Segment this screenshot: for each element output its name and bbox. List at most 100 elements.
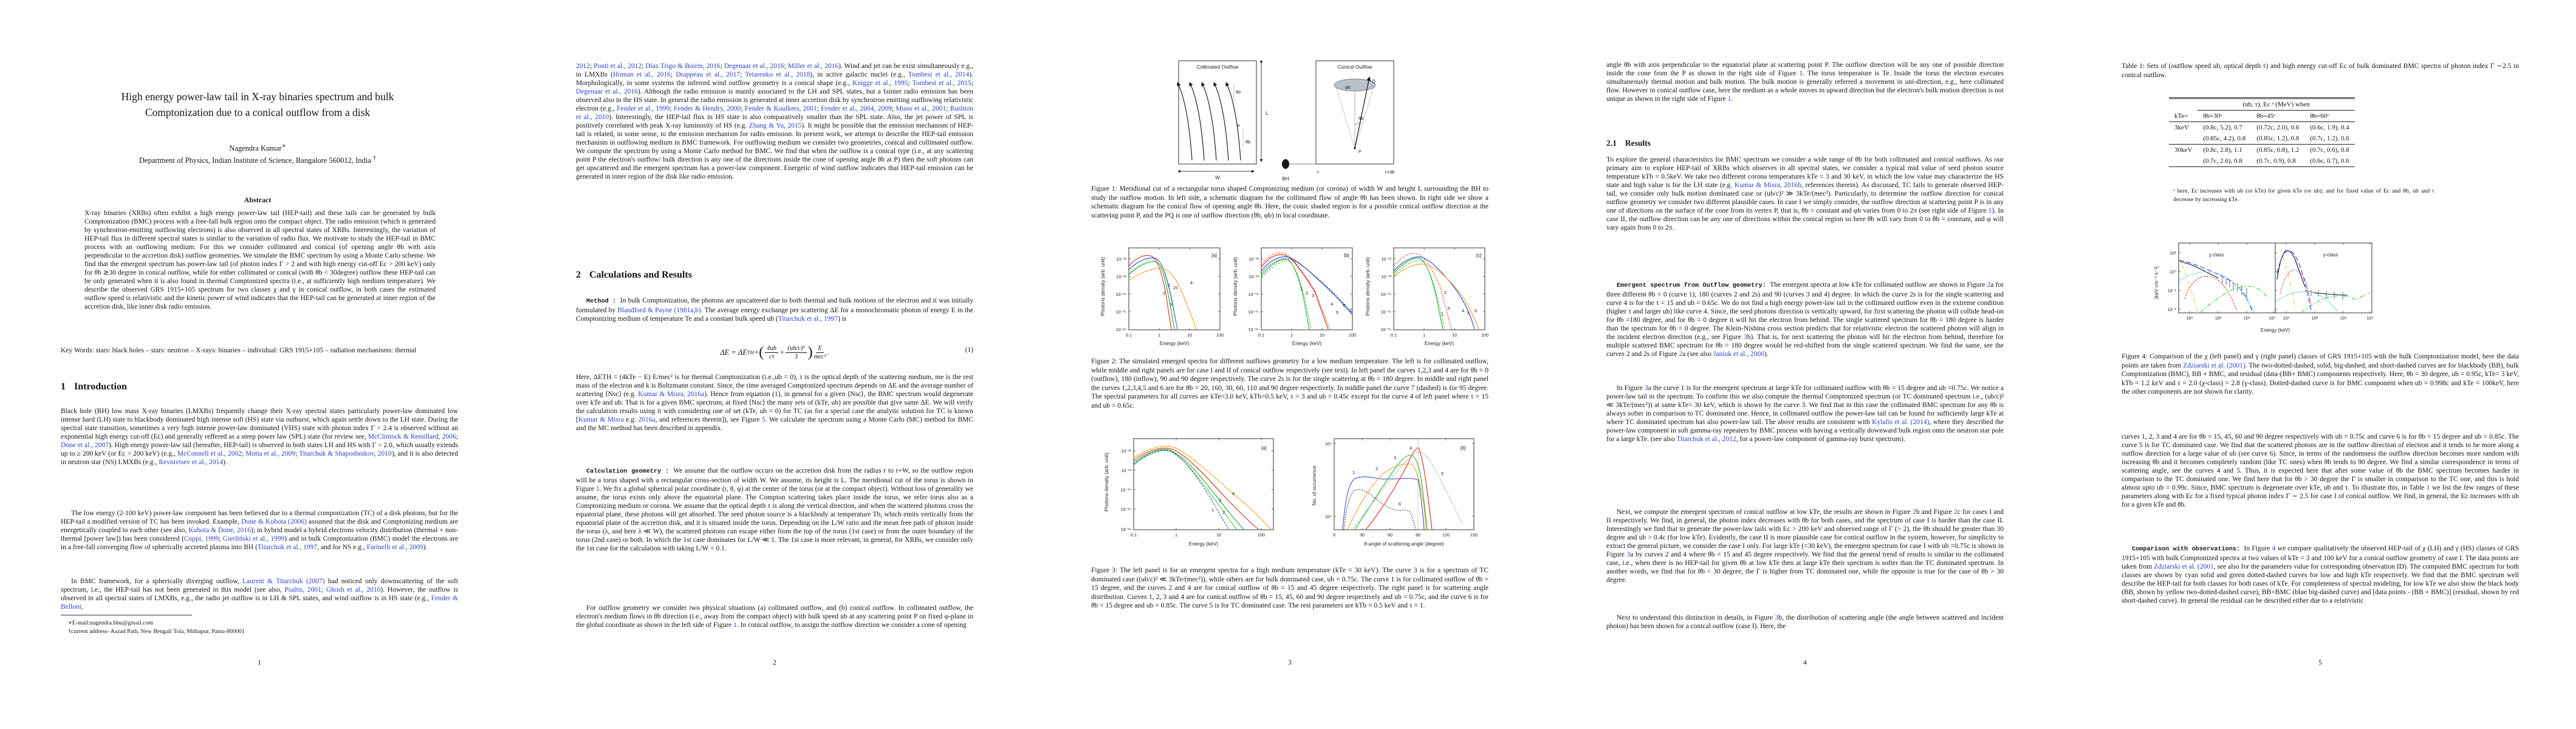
citation-link[interactable]: 1	[2426, 484, 2430, 491]
body-paragraph: 2012; Ponti et al., 2012; Díaz Trigo & B…	[576, 62, 973, 181]
text-segment: ); in hybrid model a hybrid electrons ve…	[61, 527, 458, 542]
citation-link[interactable]: 3	[1626, 551, 1631, 558]
text-segment: ;	[740, 71, 745, 78]
citation-link[interactable]: Fender & Hendry, 2000	[673, 105, 741, 112]
citation-link[interactable]: 2	[1987, 281, 1991, 289]
citation-link[interactable]: Blandford & Payne (1981a,b)	[617, 307, 701, 314]
text-segment: ;	[784, 63, 788, 70]
citation-link[interactable]: 2016a	[638, 416, 656, 423]
curve-label: 3	[1170, 302, 1172, 307]
citation-link[interactable]: Titarchuk & Shaposhnikov, 2010	[299, 450, 392, 457]
figure3-panel-a: 10⁻¹² 10⁻¹³ 10⁻¹⁴ 10⁻¹⁵ 10⁻¹⁶ 0.1 1 10 1…	[1103, 438, 1274, 547]
y-axis-label: Photons density (arb. unit)	[1103, 453, 1109, 512]
text-segment: . The torus temperature is Te. Inside th…	[1606, 70, 2004, 103]
citation-link[interactable]: Laurent & Titarchuk (2007)	[242, 578, 325, 585]
citation-link[interactable]: Psaltis, 2001	[284, 586, 321, 594]
fig1-black-hole	[1282, 159, 1289, 169]
citation-link[interactable]: Zhang & Yu, 2015	[748, 122, 802, 129]
citation-link[interactable]: 4	[2272, 545, 2276, 552]
curve-label: 5	[1336, 310, 1338, 315]
citation-link[interactable]: Kumar & Misra	[578, 416, 624, 423]
citation-link[interactable]: 1	[733, 621, 737, 629]
citation-link[interactable]: Kumar & Misra, 2016b	[1734, 182, 1801, 189]
citation-link[interactable]: Tombesi et al., 2015	[912, 80, 971, 87]
citation-link[interactable]: Ghosh et al., 2010	[326, 586, 381, 594]
text-segment: ;	[891, 105, 896, 112]
citation-link[interactable]: Ponti et al., 2012	[594, 63, 642, 70]
citation-link[interactable]: Titarchuk et al., 2012	[1676, 436, 1736, 443]
panel-tag: [b]	[1344, 253, 1349, 258]
citation-link[interactable]: Farinelli et al., 2009	[366, 544, 423, 551]
text-segment: ;	[456, 433, 458, 440]
y-tick: 10⁻¹⁴	[1248, 292, 1259, 297]
citation-link[interactable]: Degenaar et al., 2016	[724, 63, 784, 70]
fig4l-data-curve	[2179, 261, 2219, 279]
citation-link[interactable]: 1	[1727, 95, 1732, 103]
citation-link[interactable]: Kumar & Misra, 2016a	[638, 391, 705, 398]
curve-label: 3	[1394, 455, 1396, 460]
citation-link[interactable]: Kubota & Done, 2016	[188, 527, 251, 534]
citation-link[interactable]: 2	[1953, 508, 1958, 516]
citation-link[interactable]: Revnivtsev et al., 2014	[159, 459, 224, 466]
distinction-paragraph: Next to understand this distinction in d…	[1606, 614, 2004, 631]
citation-link[interactable]: Fender et al., 1999	[617, 105, 670, 112]
fig3a-curve-red-thick	[1133, 448, 1259, 530]
citation-link[interactable]: Kylafis et al. (2014)	[1872, 419, 1930, 426]
citation-link[interactable]: Done et al., 2007	[61, 442, 109, 449]
citation-link[interactable]: 5	[761, 416, 766, 423]
citation-link[interactable]: Titarchuk et al., 1997	[778, 315, 838, 323]
citation-link[interactable]: Zdziarski et al. (2001)	[2183, 361, 2245, 369]
citation-link[interactable]: Coppi, 1999	[183, 535, 219, 542]
fig2a-curve-green-dotted	[1128, 259, 1178, 330]
fig1-rW-label: r+W	[1385, 169, 1395, 175]
citation-link[interactable]: McConnell et al., 2002	[177, 450, 242, 457]
citation-link[interactable]: Rushton et al., 2010	[576, 105, 973, 121]
citation-link[interactable]: Gierliński et al., 1999	[222, 535, 285, 542]
citation-link[interactable]: Miller et al., 2016	[787, 63, 839, 70]
x-tick: 100	[1481, 332, 1488, 338]
citation-link[interactable]: Janiuk et al., 2000	[1713, 351, 1764, 358]
citation-link[interactable]: Zdziarski et al. (2001	[2154, 563, 2214, 570]
citation-link[interactable]: 3	[1743, 334, 1747, 341]
citation-link[interactable]: Tombesi et al., 2014	[908, 71, 970, 78]
citation-link[interactable]: Knigge et al., 1995	[852, 80, 908, 87]
citation-link[interactable]: 3	[1644, 385, 1648, 392]
citation-link[interactable]: Drappeau et al., 2017	[676, 71, 741, 78]
citation-link[interactable]: Titarchuk et al., 1997	[257, 544, 318, 551]
table-cell: (0.7c, 0.6), 0.8	[2304, 144, 2355, 156]
citation-link[interactable]: Díaz Trigo & Boirin, 2016	[645, 63, 721, 70]
citation-link[interactable]: 1	[596, 485, 600, 493]
citation-link[interactable]: Tetarenko et al., 2018	[745, 71, 810, 78]
citation-link[interactable]: Done & Kubota (2006)	[241, 518, 307, 525]
table-cell: (0.8c, 5.2), 0.7	[2203, 124, 2242, 131]
text-segment: Here, ΔETH = (4kTe − E) E/mec² is for th…	[576, 374, 973, 398]
fig4-ticks	[2179, 243, 2371, 313]
citation-link[interactable]: 3	[1775, 614, 1779, 621]
table-cell: (0.72c, 2.0), 0.6	[2256, 124, 2300, 131]
text-segment: we list the few ranges of these paramete…	[2122, 484, 2519, 508]
citation-link[interactable]: 1	[1799, 70, 1803, 77]
citation-link[interactable]: Motta et al., 2009	[245, 450, 296, 457]
citation-link[interactable]: Degenaar et al., 2016	[576, 88, 638, 95]
citation-link[interactable]: 1	[1988, 207, 1992, 214]
citation-link[interactable]: Fender et al., 2004, 2009	[821, 105, 892, 112]
section-2-1-heading: 2.1 Results	[1606, 139, 1651, 148]
table-cell: (0.7c, 2.6), 0.8	[2203, 157, 2242, 165]
citation-link[interactable]: McClintock & Remillard, 2006	[368, 433, 456, 440]
eq-frac2-den: 3	[794, 353, 798, 360]
figure3a-discussion-paragraph: In Figure 3a the curve 1 is for the emer…	[1606, 384, 2004, 443]
y-axis-label: Photons density (arb. unit)	[1232, 257, 1238, 316]
citation-link[interactable]: 2	[1913, 508, 1916, 516]
curve-label: 2	[1306, 290, 1308, 296]
figure-1-caption: Figure 1: Meridional cut of a rectangula…	[1091, 185, 1488, 219]
inline-run: Emergent spectrum from Outflow geometry:	[1617, 282, 1770, 289]
inline-run: Calculation geometry :	[586, 468, 674, 475]
citation-link[interactable]: Fender & Belloni,	[61, 595, 458, 611]
citation-link[interactable]: Muno et al., 2001	[896, 105, 947, 112]
citation-link[interactable]: Homan et al., 2016	[612, 71, 671, 78]
citation-link[interactable]: 2012	[576, 63, 590, 70]
citation-link[interactable]: 2	[1679, 351, 1683, 358]
fig2c-frame	[1393, 247, 1485, 330]
citation-link[interactable]: Fender & Kuulkers, 2001	[744, 105, 817, 112]
text-segment: , and references therein]), see Figure	[655, 416, 762, 423]
